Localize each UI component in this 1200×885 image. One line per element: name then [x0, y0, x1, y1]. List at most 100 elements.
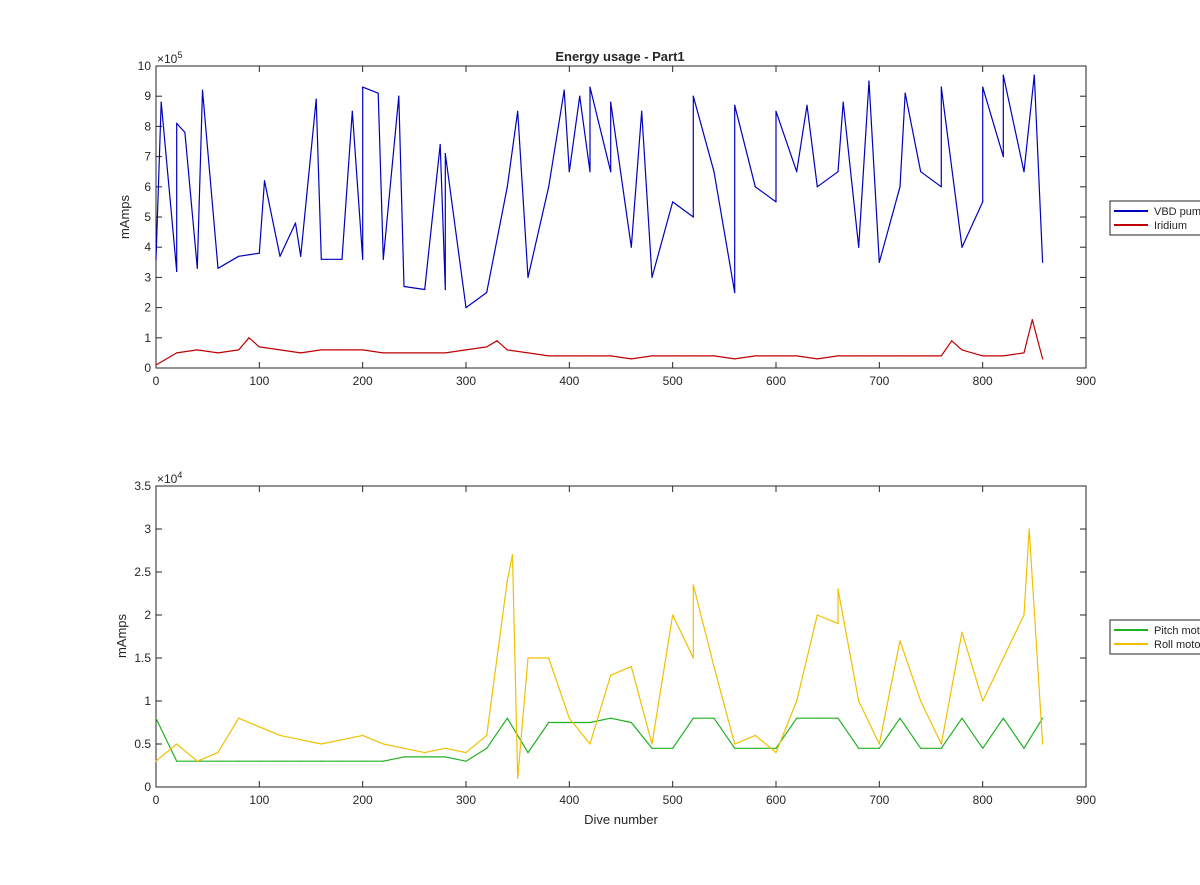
- top-series-point-0: [362, 258, 364, 260]
- bottom-series-point-1: [506, 580, 508, 582]
- top-series-point-0: [424, 288, 426, 291]
- bottom-x-tick-label: 600: [766, 793, 786, 807]
- top-series-point-0: [279, 255, 281, 257]
- bottom-series-point-0: [775, 747, 777, 749]
- top-series-point-1: [1002, 355, 1004, 357]
- bottom-series-point-1: [1028, 528, 1030, 530]
- top-legend-label: Iridium: [1154, 220, 1187, 232]
- top-series-point-0: [1042, 261, 1044, 263]
- bottom-series-point-1: [465, 752, 467, 754]
- top-series-point-0: [868, 80, 870, 82]
- top-series-point-1: [568, 355, 570, 357]
- bottom-series-point-0: [1042, 717, 1044, 719]
- bottom-series-point-1: [155, 760, 157, 762]
- bottom-series-point-0: [982, 747, 984, 749]
- top-series-point-0: [579, 95, 581, 97]
- top-y-tick-label: 7: [144, 150, 151, 164]
- bottom-series-point-0: [382, 760, 384, 762]
- top-series-point-0: [439, 143, 441, 146]
- bottom-series-point-1: [511, 554, 514, 556]
- top-y-tick-label: 4: [144, 240, 151, 254]
- bottom-x-tick-label: 400: [559, 793, 579, 807]
- bottom-y-axis-label: mAmps: [114, 613, 129, 658]
- top-legend-box: [1109, 200, 1200, 236]
- top-series-point-0: [465, 307, 467, 309]
- top-series-point-1: [940, 355, 942, 357]
- bottom-y-tick-label: 3.5: [134, 479, 151, 493]
- top-series-point-1: [341, 349, 343, 351]
- bottom-series-point-1: [982, 700, 984, 702]
- top-series-point-0: [713, 171, 715, 173]
- top-x-tick-label: 800: [973, 374, 993, 388]
- bottom-series-point-1: [217, 752, 219, 754]
- bottom-series-point-1: [630, 666, 632, 668]
- top-series-point-0: [258, 252, 260, 254]
- top-series-point-1: [651, 355, 653, 357]
- top-series-point-1: [692, 355, 694, 357]
- top-series-point-0: [527, 276, 529, 278]
- bottom-legend: Pitch motor Roll motor: [1109, 619, 1200, 655]
- top-series-point-1: [155, 364, 157, 366]
- bottom-series-point-0: [506, 717, 508, 719]
- bottom-series-point-1: [713, 666, 715, 668]
- top-y-tick-label: 9: [144, 89, 151, 103]
- top-series-point-0: [610, 171, 612, 173]
- bottom-series-line-0: [155, 717, 1044, 762]
- bottom-series-point-0: [176, 760, 178, 762]
- bottom-series-point-1: [837, 588, 839, 590]
- bottom-series-point-1: [961, 631, 963, 633]
- top-series-point-0: [398, 95, 400, 97]
- top-series-point-1: [196, 349, 198, 351]
- bottom-series-point-0: [527, 752, 529, 754]
- top-y-tick-label: 6: [144, 180, 151, 194]
- bottom-series-point-1: [920, 700, 922, 702]
- top-series-point-0: [341, 258, 343, 260]
- top-series-point-0: [377, 92, 379, 94]
- bottom-series-point-0: [734, 747, 736, 749]
- top-series-point-0: [651, 276, 653, 278]
- top-series-point-1: [734, 358, 736, 360]
- bottom-series-point-1: [382, 743, 384, 745]
- top-series-point-0: [1002, 74, 1004, 76]
- bottom-series-point-0: [672, 747, 674, 749]
- top-series-point-0: [548, 186, 550, 188]
- bottom-series-point-1: [568, 717, 570, 719]
- bottom-series-point-0: [486, 747, 488, 749]
- bottom-series-point-0: [878, 747, 880, 749]
- top-series-point-0: [630, 246, 632, 248]
- bottom-series-point-0: [692, 717, 694, 719]
- top-series-point-0: [315, 98, 317, 100]
- top-series-point-0: [796, 171, 798, 173]
- top-series-point-0: [362, 86, 364, 88]
- bottom-series-point-1: [341, 739, 343, 741]
- top-series-point-0: [294, 222, 297, 224]
- top-series-point-1: [630, 358, 632, 360]
- bottom-axes-ticks: 0 100 200 300 400 500 600 700 800 900 0 0.5 1 1.5 2 2.5…: [134, 479, 1096, 807]
- bottom-series-point-0: [465, 760, 467, 762]
- bottom-series-point-1: [899, 640, 901, 642]
- top-series-point-0: [1023, 171, 1025, 173]
- top-series-point-0: [568, 171, 570, 173]
- top-series-point-1: [961, 349, 963, 351]
- top-series-point-1: [424, 352, 426, 354]
- bottom-series-point-0: [279, 760, 281, 762]
- top-series-point-0: [263, 180, 266, 182]
- bottom-series-point-0: [217, 760, 219, 762]
- bottom-x-tick-label: 500: [663, 793, 683, 807]
- top-series-point-1: [589, 355, 591, 357]
- bottom-series-point-0: [300, 760, 302, 762]
- top-series-point-0: [1033, 74, 1035, 76]
- bottom-series-point-0: [589, 721, 591, 724]
- top-y-tick-label: 3: [144, 270, 151, 284]
- bottom-series-point-0: [548, 721, 550, 724]
- top-series-point-1: [506, 349, 508, 351]
- top-series-point-0: [878, 261, 880, 263]
- bottom-series-point-0: [155, 717, 157, 719]
- top-series-point-1: [1031, 319, 1033, 321]
- top-series-point-0: [775, 110, 777, 112]
- top-series-point-0: [403, 285, 405, 288]
- top-axes-lines: [155, 74, 1044, 366]
- bottom-y-tick-label: 2.5: [134, 565, 151, 579]
- top-series-point-1: [610, 355, 612, 357]
- top-series-point-1: [899, 355, 901, 357]
